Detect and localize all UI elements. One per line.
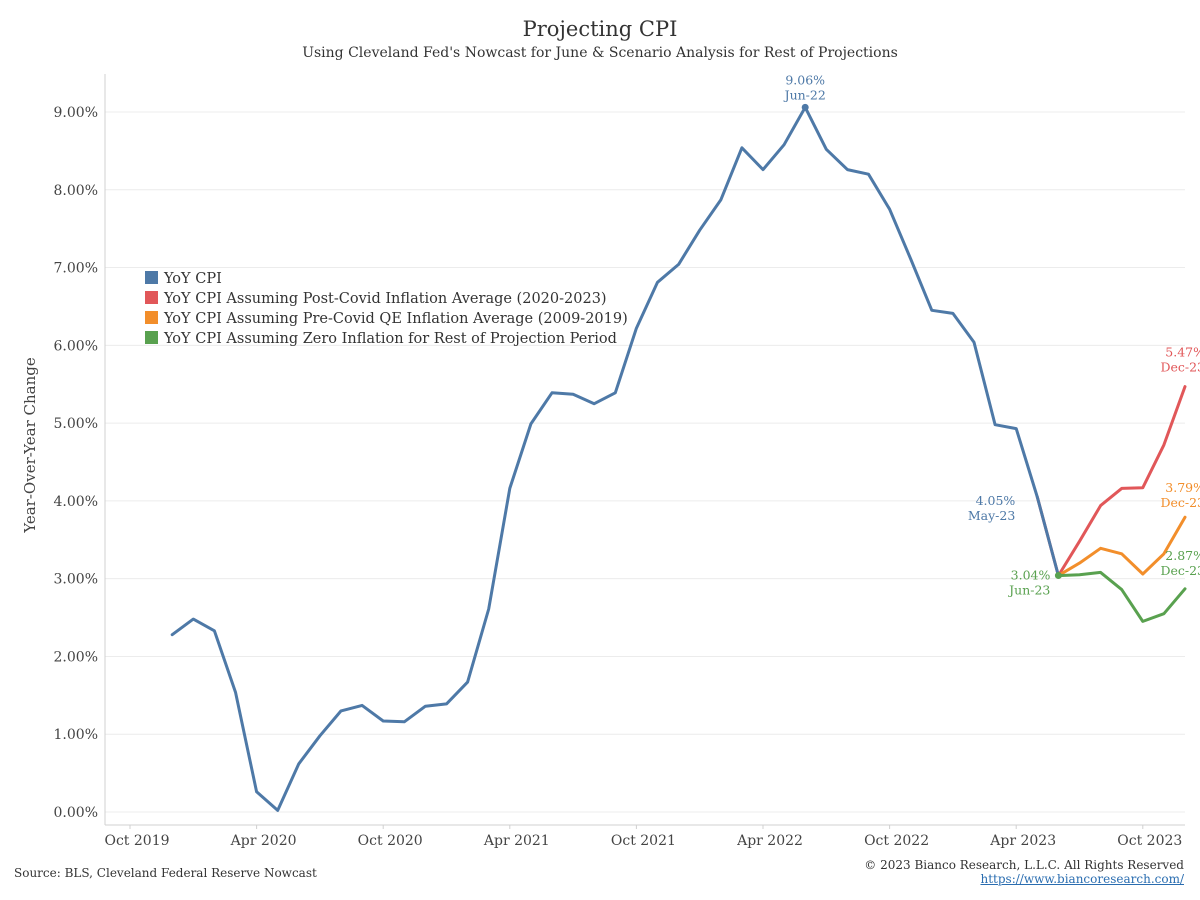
annotation-value: 3.04% (1011, 568, 1051, 583)
copyright-text: © 2023 Bianco Research, L.L.C. All Right… (864, 858, 1184, 872)
peak-marker (801, 103, 809, 111)
annotation-value: 5.47% (1165, 345, 1200, 360)
annotation-date: Jun-23 (1007, 583, 1050, 598)
series-line-0 (170, 105, 1060, 812)
axes: 0.00% 1.00% 2.00% 3.00% 4.00% 5.00% 6.00% 7.00%… (54, 74, 1185, 849)
y-tick-label: 9.00% (54, 105, 98, 121)
source-note: Source: BLS, Cleveland Federal Reserve N… (14, 866, 317, 880)
legend-swatch (145, 331, 158, 344)
legend: YoY CPI YoY CPI Assuming Post-Covid Infla… (145, 271, 628, 347)
join-marker (1054, 572, 1062, 580)
annotation-date: Dec-23 (1160, 495, 1200, 510)
website-link[interactable]: https://www.biancoresearch.com/ (980, 872, 1184, 886)
x-tick-label: Oct 2023 (1117, 833, 1182, 849)
annotation-date: Dec-23 (1160, 563, 1200, 578)
annotation-value: 4.05% (976, 493, 1016, 508)
x-tick-label: Apr 2023 (989, 833, 1056, 849)
annotation-value: 9.06% (785, 72, 825, 87)
legend-label: YoY CPI Assuming Zero Inflation for Rest… (163, 331, 617, 347)
annotations: 9.06%Jun-224.05%May-233.04%Jun-235.47%De… (783, 72, 1200, 597)
chart-subtitle: Using Cleveland Fed's Nowcast for June &… (302, 45, 898, 61)
series-line-1 (1035, 385, 1187, 578)
y-tick-label: 8.00% (54, 183, 98, 199)
x-tick-label: Oct 2020 (358, 833, 423, 849)
y-tick-label: 7.00% (54, 261, 98, 277)
legend-swatch (145, 311, 158, 324)
x-tick-label: Oct 2019 (104, 833, 169, 849)
annotation-value: 3.79% (1165, 480, 1200, 495)
legend-swatch (145, 271, 158, 284)
x-tick-label: Apr 2022 (736, 833, 803, 849)
x-tick-label: Apr 2021 (483, 833, 550, 849)
series-line-3 (1056, 570, 1187, 623)
x-tick-label: Apr 2020 (230, 833, 297, 849)
y-tick-label: 4.00% (54, 494, 98, 510)
y-tick-label: 0.00% (54, 805, 98, 821)
x-tick-label: Oct 2021 (611, 833, 676, 849)
x-tick-label: Oct 2022 (864, 833, 929, 849)
annotation-date: Dec-23 (1160, 360, 1200, 375)
y-tick-label: 3.00% (54, 572, 98, 588)
y-axis-label: Year-Over-Year Change (21, 357, 39, 534)
legend-swatch (145, 291, 158, 304)
annotation-date: Jun-22 (783, 87, 826, 102)
legend-label: YoY CPI Assuming Pre-Covid QE Inflation … (163, 311, 628, 327)
annotation-value: 2.87% (1165, 548, 1200, 563)
series-lines (170, 105, 1187, 812)
chart-title: Projecting CPI (523, 17, 678, 41)
grid (105, 111, 1185, 813)
y-tick-label: 5.00% (54, 416, 98, 432)
y-tick-label: 1.00% (54, 727, 98, 743)
annotation-date: May-23 (968, 508, 1015, 523)
legend-label: YoY CPI Assuming Post-Covid Inflation Av… (163, 291, 607, 307)
y-tick-label: 6.00% (54, 338, 98, 354)
legend-label: YoY CPI (163, 271, 222, 287)
series-line-2 (1056, 515, 1187, 578)
copyright-block: © 2023 Bianco Research, L.L.C. All Right… (864, 858, 1184, 886)
y-tick-label: 2.00% (54, 649, 98, 665)
